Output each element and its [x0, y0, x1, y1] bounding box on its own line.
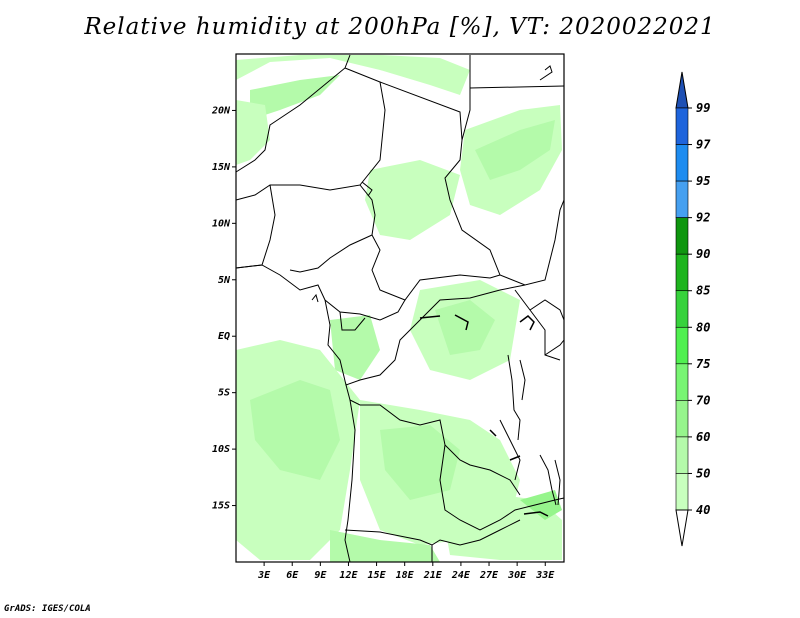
longitude-axis: 3E 6E 9E 12E 15E 18E 21E 24E 27E 30E 33E	[257, 562, 555, 581]
lon-tick-label: 18E	[396, 570, 415, 581]
lat-tick-label: 10S	[212, 444, 230, 455]
colorbar-segment	[675, 217, 689, 255]
lat-tick-label: 20N	[211, 105, 231, 116]
colorbar-label: 40	[696, 503, 710, 517]
lon-tick-label: 24E	[451, 570, 471, 581]
lakes	[419, 314, 549, 517]
colorbar-segment	[675, 363, 689, 401]
colorbar: 99 97 95 92 90 85 80 75 70 60 50 40	[675, 71, 711, 547]
colorbar-segment	[675, 436, 689, 474]
colorbar-label: 95	[696, 174, 710, 188]
colorbar-label: 60	[696, 430, 710, 444]
colorbar-segment	[675, 400, 689, 438]
lon-tick-label: 30E	[507, 570, 527, 581]
lon-tick-label: 6E	[286, 570, 299, 581]
lon-tick-label: 27E	[479, 570, 499, 581]
latitude-axis: 20N 15N 10N 5N EQ 5S 10S 15S	[211, 105, 236, 512]
colorbar-segment	[675, 290, 689, 328]
lon-tick-label: 9E	[314, 570, 327, 581]
lat-tick-label: 15S	[212, 501, 230, 512]
humidity-shading	[236, 55, 562, 562]
colorbar-label: 97	[696, 138, 711, 152]
country-borders	[235, 54, 565, 563]
map-title: Relative humidity at 200hPa [%], VT: 202…	[84, 14, 716, 40]
colorbar-label: 70	[696, 393, 710, 407]
colorbar-label: 90	[696, 247, 710, 261]
colorbar-bottom-triangle	[675, 509, 689, 547]
lon-tick-label: 33E	[535, 570, 555, 581]
lat-tick-label: 10N	[212, 218, 231, 229]
lon-tick-label: 15E	[368, 570, 387, 581]
colorbar-label: 50	[696, 466, 710, 480]
lon-tick-label: 12E	[339, 570, 358, 581]
lat-tick-label: 15N	[212, 162, 231, 173]
colorbar-label: 99	[696, 101, 710, 115]
lon-tick-label: 3E	[257, 570, 271, 581]
colorbar-label: 80	[696, 320, 710, 334]
colorbar-top-triangle	[675, 71, 689, 109]
colorbar-segment	[675, 473, 689, 511]
lat-tick-label: 5N	[218, 275, 231, 286]
colorbar-segment	[675, 144, 689, 182]
colorbar-label: 85	[696, 284, 710, 298]
colorbar-segment	[675, 180, 689, 218]
colorbar-label: 92	[696, 211, 710, 225]
lat-tick-label: 5S	[218, 388, 230, 399]
colorbar-segment	[675, 326, 689, 365]
map-frame	[235, 53, 565, 563]
credit-label: GrADS: IGES/COLA	[4, 604, 91, 614]
colorbar-label: 75	[696, 357, 710, 371]
lat-tick-label: EQ	[218, 331, 230, 342]
colorbar-segment	[675, 253, 689, 292]
lon-tick-label: 21E	[423, 570, 443, 581]
colorbar-segment	[675, 107, 689, 145]
